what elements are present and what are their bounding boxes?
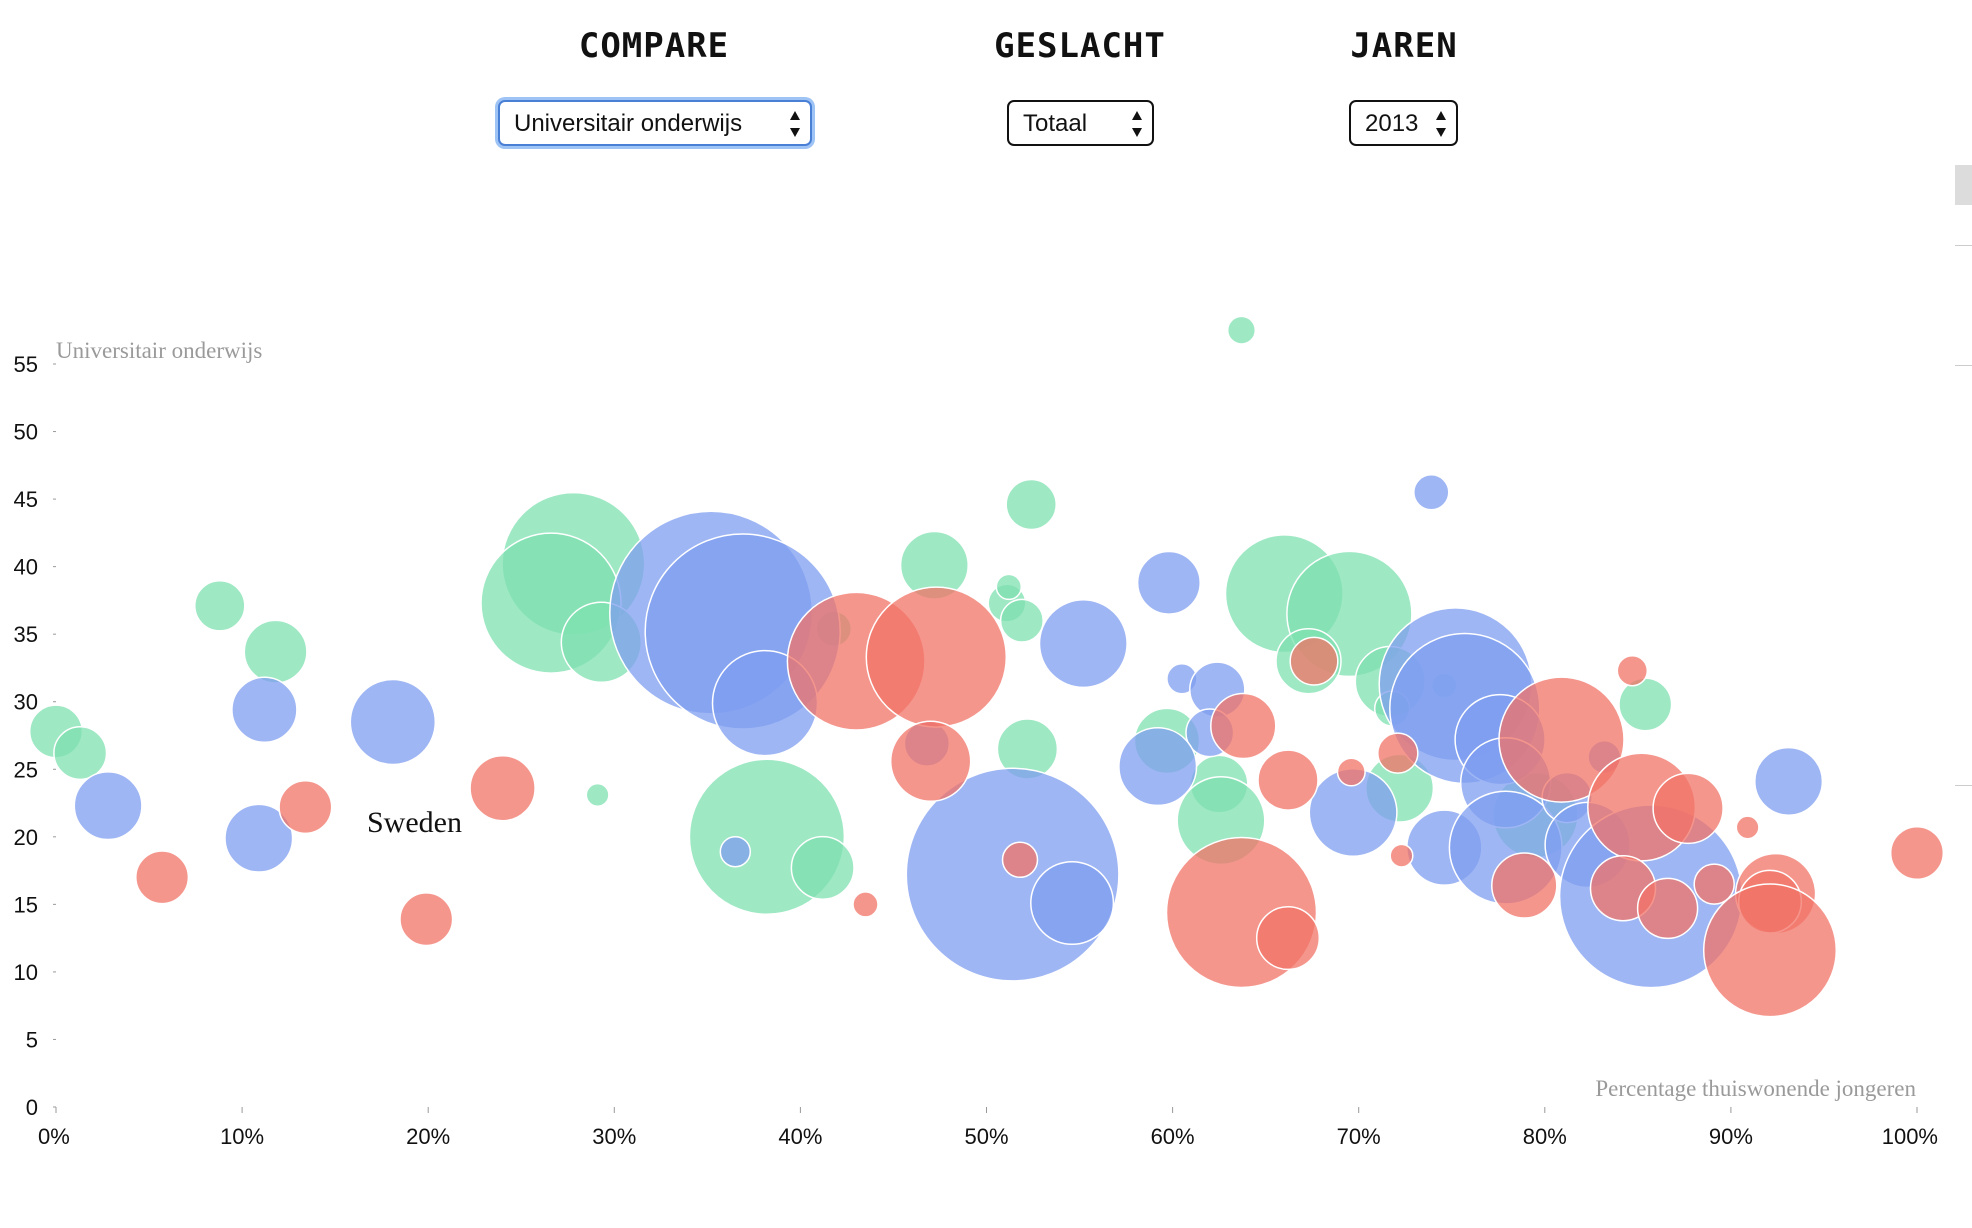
y-tick-label: 35 bbox=[14, 622, 38, 647]
bubble-green[interactable] bbox=[53, 726, 108, 781]
bubble-blue[interactable] bbox=[1030, 860, 1115, 946]
x-axis: 0% 10% 20% 30% 40% 50% 60% 70% 80% 90% 100% bbox=[38, 1107, 1938, 1149]
bubble-red[interactable] bbox=[1702, 883, 1838, 1018]
bubble-green[interactable] bbox=[243, 619, 308, 684]
y-tick-label: 40 bbox=[14, 555, 38, 580]
bubble-red[interactable] bbox=[1636, 877, 1699, 940]
x-tick-label: 0% bbox=[38, 1124, 70, 1149]
bubble-green[interactable] bbox=[1226, 315, 1257, 345]
y-tick-label: 50 bbox=[14, 420, 38, 445]
bubble-blue[interactable] bbox=[1754, 746, 1824, 816]
y-tick-label: 25 bbox=[14, 757, 38, 782]
side-panel-header bbox=[1955, 165, 1972, 205]
x-tick-label: 60% bbox=[1151, 1124, 1195, 1149]
side-panel-edge bbox=[1955, 165, 1972, 790]
bubble-blue[interactable] bbox=[1038, 599, 1128, 689]
y-tick-label: 55 bbox=[14, 352, 38, 377]
bubble-red[interactable] bbox=[1377, 732, 1419, 774]
x-tick-label: 20% bbox=[406, 1124, 450, 1149]
bubble-red[interactable] bbox=[1210, 692, 1277, 760]
x-tick-label: 70% bbox=[1337, 1124, 1381, 1149]
bubble-red[interactable] bbox=[1693, 863, 1735, 905]
select-arrows-icon bbox=[1131, 111, 1143, 137]
bubble-red[interactable] bbox=[1735, 815, 1760, 840]
x-tick-label: 50% bbox=[964, 1124, 1008, 1149]
compare-select-value: Universitair onderwijs bbox=[514, 110, 743, 137]
bubble-green[interactable] bbox=[999, 598, 1044, 643]
x-tick-label: 10% bbox=[220, 1124, 264, 1149]
y-tick-label: 30 bbox=[14, 690, 38, 715]
geslacht-select-value: Totaal bbox=[1023, 110, 1088, 137]
bubble-green[interactable] bbox=[585, 782, 610, 807]
bubble-blue[interactable] bbox=[349, 678, 437, 766]
bubble-red[interactable] bbox=[135, 850, 190, 905]
geslacht-select[interactable]: Totaal bbox=[1007, 100, 1154, 146]
bubble-blue[interactable] bbox=[1413, 474, 1450, 511]
x-axis-title: Percentage thuiswonende jongeren bbox=[1595, 1076, 1916, 1101]
bubble-red[interactable] bbox=[1001, 841, 1039, 879]
geslacht-label: GESLACHT bbox=[994, 26, 1166, 66]
bubble-red[interactable] bbox=[1289, 636, 1339, 686]
y-tick-label: 45 bbox=[14, 487, 38, 512]
bubble-blue[interactable] bbox=[73, 771, 143, 841]
bubble-green[interactable] bbox=[995, 573, 1023, 601]
bubble-red[interactable] bbox=[1389, 843, 1414, 868]
x-tick-label: 30% bbox=[592, 1124, 636, 1149]
compare-label: COMPARE bbox=[578, 26, 730, 66]
bubble-red[interactable] bbox=[865, 586, 1008, 728]
bubble-red[interactable] bbox=[1336, 757, 1366, 787]
bubble-blue[interactable] bbox=[719, 835, 752, 868]
y-tick-label: 20 bbox=[14, 825, 38, 850]
bubble-green[interactable] bbox=[1618, 677, 1673, 732]
bubble-blue[interactable] bbox=[224, 803, 294, 873]
hover-country-label: Sweden bbox=[367, 806, 462, 839]
bubble-red[interactable] bbox=[469, 754, 536, 822]
x-tick-label: 100% bbox=[1882, 1124, 1938, 1149]
select-arrows-icon bbox=[1435, 111, 1447, 137]
bubble-blue[interactable] bbox=[1118, 727, 1198, 807]
bubble-layer bbox=[28, 315, 1945, 1018]
jaren-label: JAREN bbox=[1350, 26, 1458, 66]
bubble-green[interactable] bbox=[1005, 478, 1057, 531]
bubble-red[interactable] bbox=[399, 892, 454, 947]
bubble-red[interactable] bbox=[852, 891, 879, 918]
bubble-red[interactable] bbox=[889, 720, 972, 802]
y-tick-label: 5 bbox=[26, 1027, 38, 1052]
x-tick-label: 40% bbox=[778, 1124, 822, 1149]
jaren-select-value: 2013 bbox=[1365, 110, 1419, 137]
bubble-red[interactable] bbox=[1255, 906, 1321, 971]
bubble-blue[interactable] bbox=[231, 676, 298, 744]
y-tick-label: 15 bbox=[14, 892, 38, 917]
bubble-green[interactable] bbox=[194, 580, 246, 632]
divider bbox=[1955, 785, 1972, 786]
select-arrows-icon bbox=[789, 111, 801, 137]
bubble-green[interactable] bbox=[790, 835, 855, 900]
divider bbox=[1955, 245, 1972, 246]
bubble-red[interactable] bbox=[1889, 825, 1945, 881]
bubble-red[interactable] bbox=[1498, 676, 1625, 803]
bubble-red[interactable] bbox=[278, 780, 333, 835]
bubble-red[interactable] bbox=[1257, 749, 1319, 811]
compare-select[interactable]: Universitair onderwijs bbox=[498, 100, 812, 146]
jaren-select[interactable]: 2013 bbox=[1349, 100, 1458, 146]
bubble-blue[interactable] bbox=[1136, 550, 1201, 615]
x-tick-label: 90% bbox=[1709, 1124, 1753, 1149]
y-tick-label: 10 bbox=[14, 960, 38, 985]
divider bbox=[1955, 365, 1972, 366]
x-tick-label: 80% bbox=[1523, 1124, 1567, 1149]
bubble-red[interactable] bbox=[1616, 654, 1649, 687]
y-tick-label: 0 bbox=[26, 1095, 38, 1120]
bubble-red[interactable] bbox=[1491, 852, 1558, 919]
bubble-red[interactable] bbox=[1652, 772, 1724, 845]
y-axis-title: Universitair onderwijs bbox=[56, 338, 262, 363]
